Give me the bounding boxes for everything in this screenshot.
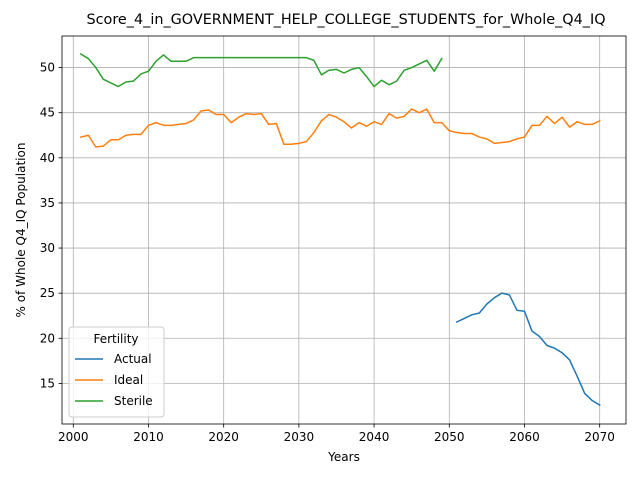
legend-title: Fertility [93,332,138,346]
legend-label-ideal: Ideal [114,373,143,387]
y-tick-label: 40 [40,151,55,165]
x-tick-label: 2040 [359,430,390,444]
x-tick-label: 2070 [584,430,615,444]
x-tick-label: 2060 [509,430,540,444]
chart-title: Score_4_in_GOVERNMENT_HELP_COLLEGE_STUDE… [86,12,605,28]
x-tick-label: 2050 [434,430,465,444]
series-line-ideal [79,108,601,148]
x-tick-label: 2020 [208,430,239,444]
x-tick-label: 2030 [284,430,315,444]
series-layer [79,53,601,407]
y-axis: 15 20 25 30 35 40 45 50 [40,61,62,390]
x-axis: 2000 2010 2020 2030 2040 2050 2060 2070 [58,424,615,444]
x-tick-label: 2010 [133,430,164,444]
y-tick-label: 25 [40,286,55,300]
x-tick-label: 2000 [58,430,89,444]
legend-label-sterile: Sterile [114,394,153,408]
x-axis-label: Years [327,450,360,464]
legend-entries: Actual Ideal Sterile [75,352,153,408]
legend-box [68,326,165,418]
y-axis-label: % of Whole Q4_IQ Population [14,143,28,318]
legend-label-actual: Actual [114,352,152,366]
y-tick-label: 45 [40,106,55,120]
y-tick-label: 15 [40,376,55,390]
y-tick-label: 35 [40,196,55,210]
plot-frame [61,35,627,425]
series-line-actual [455,292,601,407]
y-tick-label: 50 [40,61,55,75]
series-line-sterile [79,53,443,88]
legend: Fertility Actual Ideal Sterile [68,326,165,418]
y-tick-label: 30 [40,241,55,255]
y-tick-label: 20 [40,331,55,345]
